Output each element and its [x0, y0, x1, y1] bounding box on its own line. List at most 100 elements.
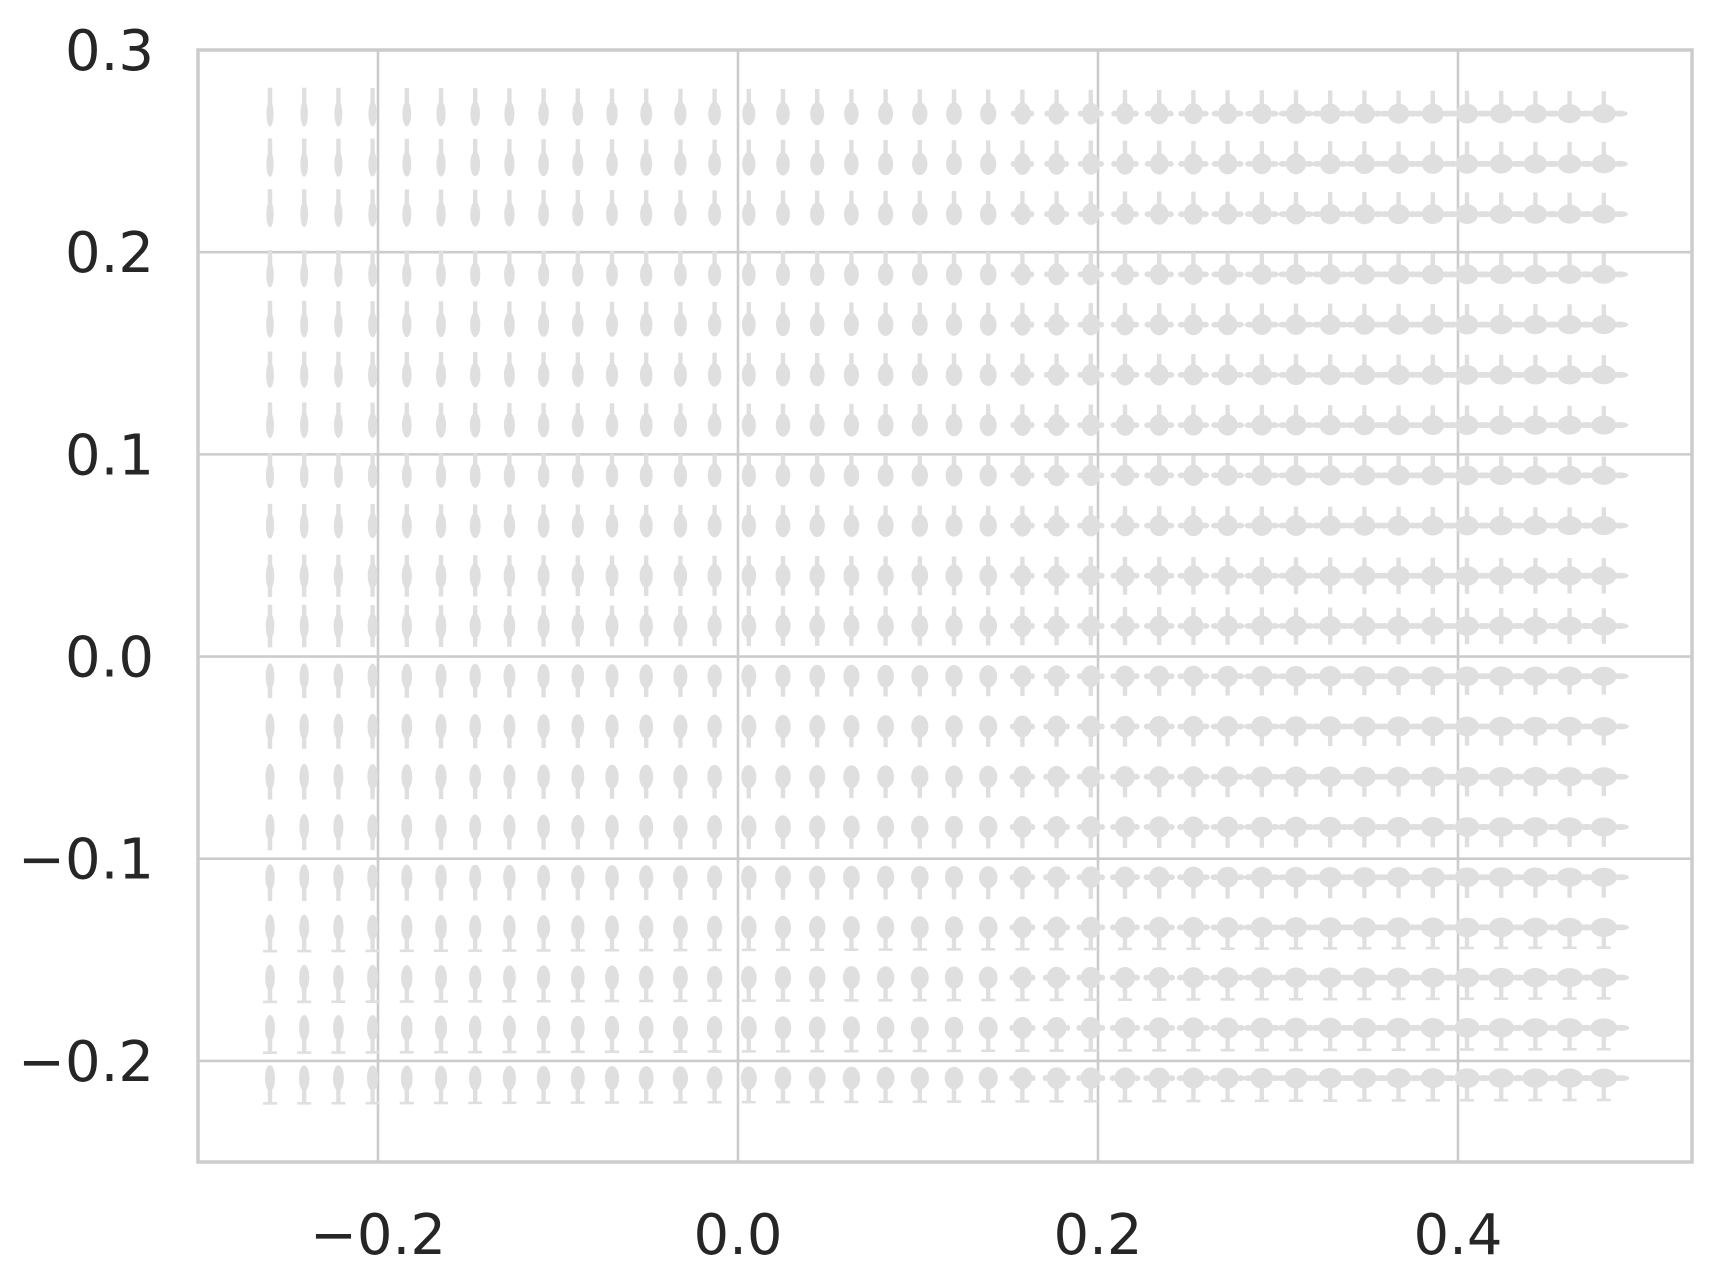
marker-glyph	[741, 605, 757, 647]
marker-glyph	[468, 1065, 483, 1105]
marker-glyph	[570, 1065, 585, 1104]
marker-glyph	[673, 403, 687, 438]
marker-glyph	[1042, 966, 1071, 1002]
marker-glyph	[299, 663, 309, 699]
marker-glyph	[775, 555, 791, 596]
marker-glyph	[435, 402, 447, 438]
marker-glyph	[1378, 354, 1419, 385]
marker-glyph	[1110, 816, 1140, 849]
marker-glyph	[401, 402, 412, 438]
marker-glyph	[1243, 917, 1280, 950]
marker-glyph	[1512, 90, 1558, 124]
marker-glyph	[1278, 252, 1314, 285]
marker-glyph	[1578, 767, 1629, 797]
marker-glyph	[808, 1016, 826, 1053]
marker-glyph	[300, 87, 308, 127]
marker-glyph	[979, 191, 997, 226]
marker-glyph	[1278, 405, 1314, 436]
marker-glyph	[1478, 456, 1524, 486]
marker-glyph	[740, 915, 757, 952]
marker-glyph	[1178, 140, 1209, 175]
marker-glyph	[434, 1015, 448, 1054]
marker-glyph	[775, 815, 791, 850]
marker-glyph	[297, 964, 312, 1004]
marker-glyph	[1546, 304, 1594, 335]
marker-glyph	[1144, 191, 1174, 225]
marker-glyph	[1511, 716, 1559, 746]
marker-glyph	[673, 714, 688, 748]
marker-glyph	[809, 403, 825, 437]
marker-glyph	[1544, 1068, 1595, 1102]
marker-glyph	[367, 864, 378, 901]
marker-glyph	[606, 250, 618, 287]
marker-glyph	[1345, 141, 1384, 175]
marker-glyph	[1511, 817, 1560, 848]
marker-glyph	[776, 89, 790, 126]
marker-glyph	[401, 713, 413, 749]
marker-glyph	[876, 966, 895, 1002]
marker-glyph	[945, 251, 963, 286]
marker-glyph	[1578, 1068, 1630, 1102]
marker-glyph	[1445, 90, 1489, 124]
marker-glyph	[1545, 405, 1594, 435]
marker-glyph	[707, 764, 722, 799]
marker-glyph	[1445, 303, 1489, 335]
marker-glyph	[1546, 91, 1593, 124]
marker-glyph	[1144, 140, 1174, 175]
marker-glyph	[1579, 507, 1629, 536]
marker-glyph	[1478, 507, 1524, 536]
marker-glyph	[1010, 353, 1035, 386]
marker-glyph	[434, 965, 448, 1003]
x-tick-label: 0.0	[693, 1203, 782, 1268]
marker-glyph	[300, 351, 309, 388]
marker-glyph	[844, 89, 859, 126]
marker-glyph	[1444, 1018, 1490, 1051]
marker-glyph	[570, 1015, 585, 1054]
marker-glyph	[365, 1015, 380, 1054]
marker-glyph	[1377, 766, 1420, 797]
marker-glyph	[401, 864, 413, 901]
marker-glyph	[434, 1065, 448, 1105]
marker-glyph	[1210, 557, 1245, 595]
marker-glyph	[1377, 867, 1420, 899]
marker-glyph	[843, 353, 860, 387]
marker-glyph	[572, 139, 584, 177]
marker-glyph	[1445, 456, 1489, 486]
y-tick-label: 0.1	[65, 423, 154, 488]
marker-glyph	[402, 138, 412, 177]
marker-glyph	[1312, 90, 1349, 124]
marker-glyph	[605, 301, 619, 337]
marker-glyph	[1109, 916, 1141, 951]
marker-glyph	[469, 504, 481, 539]
marker-glyph	[1512, 141, 1559, 174]
marker-glyph	[1511, 967, 1560, 1000]
marker-glyph	[708, 88, 721, 126]
marker-glyph	[266, 300, 274, 338]
marker-glyph	[572, 88, 584, 126]
marker-glyph	[402, 351, 412, 388]
marker-glyph	[470, 138, 481, 177]
marker-glyph	[809, 302, 825, 337]
marker-glyph	[877, 353, 894, 387]
marker-glyph	[842, 915, 860, 951]
marker-glyph	[1277, 866, 1315, 899]
marker-glyph	[740, 1016, 757, 1053]
marker-glyph	[537, 453, 550, 488]
marker-glyph	[1512, 192, 1559, 224]
marker-glyph	[1311, 557, 1350, 595]
marker-glyph	[570, 965, 585, 1003]
marker-glyph	[1010, 455, 1035, 487]
marker-glyph	[604, 965, 620, 1003]
marker-glyph	[979, 765, 998, 798]
marker-glyph	[877, 403, 894, 437]
marker-glyph	[1578, 666, 1629, 695]
marker-glyph	[911, 556, 929, 596]
marker-glyph	[1210, 607, 1245, 645]
marker-glyph	[1344, 816, 1385, 848]
marker-glyph	[1445, 192, 1489, 224]
marker-glyph	[1310, 967, 1350, 1001]
marker-glyph	[1411, 817, 1455, 848]
marker-glyph	[878, 89, 894, 126]
marker-glyph	[809, 714, 826, 748]
marker-glyph	[1144, 455, 1175, 486]
